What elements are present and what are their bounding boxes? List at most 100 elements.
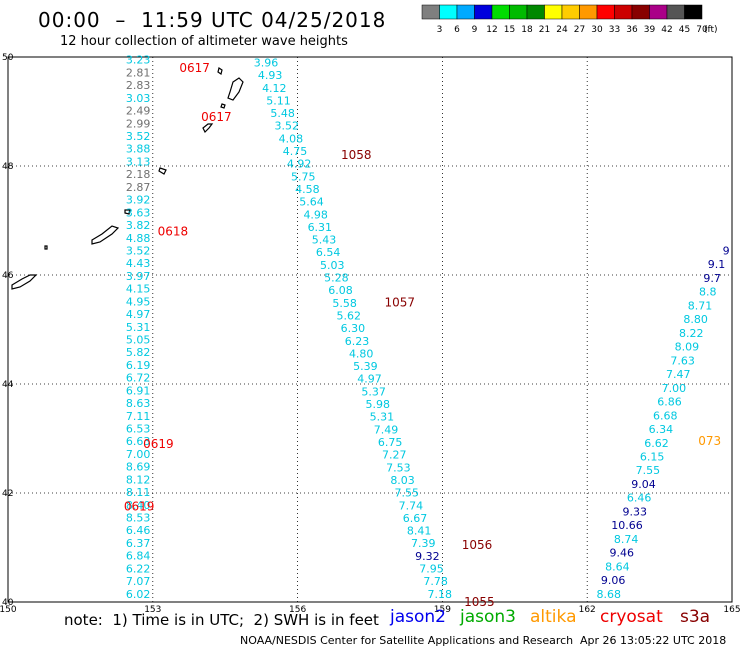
wave-height-value: 5.11 (266, 94, 291, 107)
lat-lon-grid: 150 153 156 159 162 165 40 42 44 46 48 50 (0, 53, 740, 615)
wave-height-value: 8.03 (390, 474, 415, 487)
wave-height-value: 7.55 (636, 464, 661, 477)
pass-time-label: 1058 (341, 148, 372, 162)
legend-label: 70 (696, 25, 708, 35)
wave-height-value: 4.80 (349, 347, 374, 360)
legend-label: 36 (626, 25, 638, 35)
wave-height-value: 3.97 (126, 270, 151, 283)
legend-label: 21 (539, 25, 550, 35)
wave-height-value: 7.74 (399, 499, 424, 512)
legend-swatch (631, 4, 650, 20)
wave-height-value: 6.15 (640, 450, 665, 463)
wave-height-value: 3.82 (126, 219, 151, 232)
wave-height-value: 3.96 (254, 56, 279, 69)
wave-height-value: 5.28 (324, 272, 349, 285)
legend-label: 39 (644, 25, 656, 35)
wave-height-value: 8.53 (126, 512, 151, 525)
wave-height-value: 4.12 (262, 82, 287, 95)
wave-height-value: 4.58 (295, 183, 320, 196)
wave-height-value: 6.22 (126, 562, 151, 575)
wave-height-value: 9.32 (415, 550, 440, 563)
wave-height-value: 6.91 (126, 384, 151, 397)
lat-tick-label: 40 (2, 598, 14, 608)
wave-height-value: 6.19 (126, 359, 151, 372)
wave-height-value: 7.00 (662, 382, 687, 395)
wave-height-value: 4.92 (287, 158, 312, 171)
satellite-s3a: s3a (680, 607, 711, 627)
wave-height-value: 2.87 (126, 181, 151, 194)
pass-time-label: 1057 (384, 295, 415, 309)
pass-time-labels: 0617 0617 0618 0619 0619 1058 1057 1056 1055 073 (124, 61, 721, 609)
track-153: 3.232.812.833.032.492.993.523.883.132.18… (126, 54, 151, 601)
pass-time-label: 0617 (179, 61, 210, 75)
wave-height-value: 6.30 (341, 322, 366, 335)
island (11, 274, 38, 290)
island (124, 209, 131, 215)
wave-height-value: 8.80 (683, 313, 708, 326)
wave-height-value: 6.02 (126, 588, 151, 601)
satellite-altika: altika (530, 607, 577, 627)
lon-tick-label: 162 (579, 605, 596, 615)
island (227, 77, 244, 101)
legend-swatch (421, 4, 440, 20)
legend-unit: (ft) (704, 25, 718, 35)
pass-time-label: 0617 (201, 110, 232, 124)
wave-height-value: 5.39 (353, 360, 378, 373)
wave-height-value: 5.64 (299, 196, 324, 209)
legend-swatch (596, 4, 615, 20)
wave-height-value: 5.31 (370, 411, 395, 424)
footer-note: note: 1) Time is in UTC; 2) SWH is in fe… (64, 611, 379, 629)
wave-height-value: 7.00 (126, 448, 151, 461)
legend-swatch (684, 4, 703, 20)
wave-height-value: 4.97 (357, 373, 382, 386)
wave-height-value: 8.22 (679, 327, 704, 340)
legend-swatch (561, 4, 580, 20)
island (44, 245, 48, 250)
wave-height-value: 2.83 (126, 79, 151, 92)
wave-height-value: 9 (723, 244, 730, 257)
wave-height-value: 6.08 (328, 284, 353, 297)
wave-height-value: 4.75 (283, 145, 308, 158)
legend-swatch (526, 4, 545, 20)
lat-tick-label: 44 (2, 380, 14, 390)
wave-height-value: 10.66 (611, 519, 643, 532)
wave-height-value: 2.99 (126, 117, 151, 130)
wave-height-value: 7.27 (382, 449, 407, 462)
legend-swatch (474, 4, 493, 20)
legend-label: 42 (661, 25, 672, 35)
wave-height-value: 4.43 (126, 257, 151, 270)
legend-swatch (509, 4, 528, 20)
wave-height-value: 6.63 (126, 435, 151, 448)
wave-height-value: 7.55 (394, 487, 419, 500)
wave-height-value: 3.92 (126, 194, 151, 207)
wave-height-value: 6.37 (126, 537, 151, 550)
legend-swatch (491, 4, 510, 20)
wave-height-value: 5.37 (361, 385, 386, 398)
pass-time-label: 0618 (158, 224, 189, 238)
wave-height-value: 3.52 (274, 120, 299, 133)
wave-height-value: 8.41 (407, 525, 432, 538)
wave-height-value: 6.62 (644, 437, 669, 450)
wave-height-value: 5.05 (126, 333, 151, 346)
wave-height-value: 5.62 (337, 309, 362, 322)
wave-height-value: 7.18 (428, 588, 453, 601)
wave-height-value: 8.63 (126, 397, 151, 410)
wave-height-value: 8.09 (675, 341, 700, 354)
track-156: 3.964.934.125.115.483.524.084.754.925.75… (254, 56, 452, 600)
wave-height-value: 8.64 (605, 560, 630, 573)
color-legend: 3 6 9 12 15 18 21 24 27 30 33 36 39 42 45 70(ft) (421, 4, 718, 35)
wave-height-value: 6.86 (657, 396, 682, 409)
wave-height-value: 5.03 (320, 259, 345, 272)
wave-height-value: 4.88 (126, 232, 151, 245)
legend-swatch (544, 4, 563, 20)
wave-height-value: 6.67 (403, 512, 428, 525)
legend-label: 12 (486, 25, 497, 35)
wave-height-value: 3.03 (126, 92, 151, 105)
map-subtitle: 12 hour collection of altimeter wave hei… (60, 34, 348, 49)
wave-height-value: 7.47 (666, 368, 691, 381)
pass-time-label: 0619 (143, 437, 174, 451)
wave-height-value: 4.95 (126, 295, 151, 308)
lon-tick-label: 156 (289, 605, 306, 615)
wave-height-value: 7.11 (126, 410, 151, 423)
